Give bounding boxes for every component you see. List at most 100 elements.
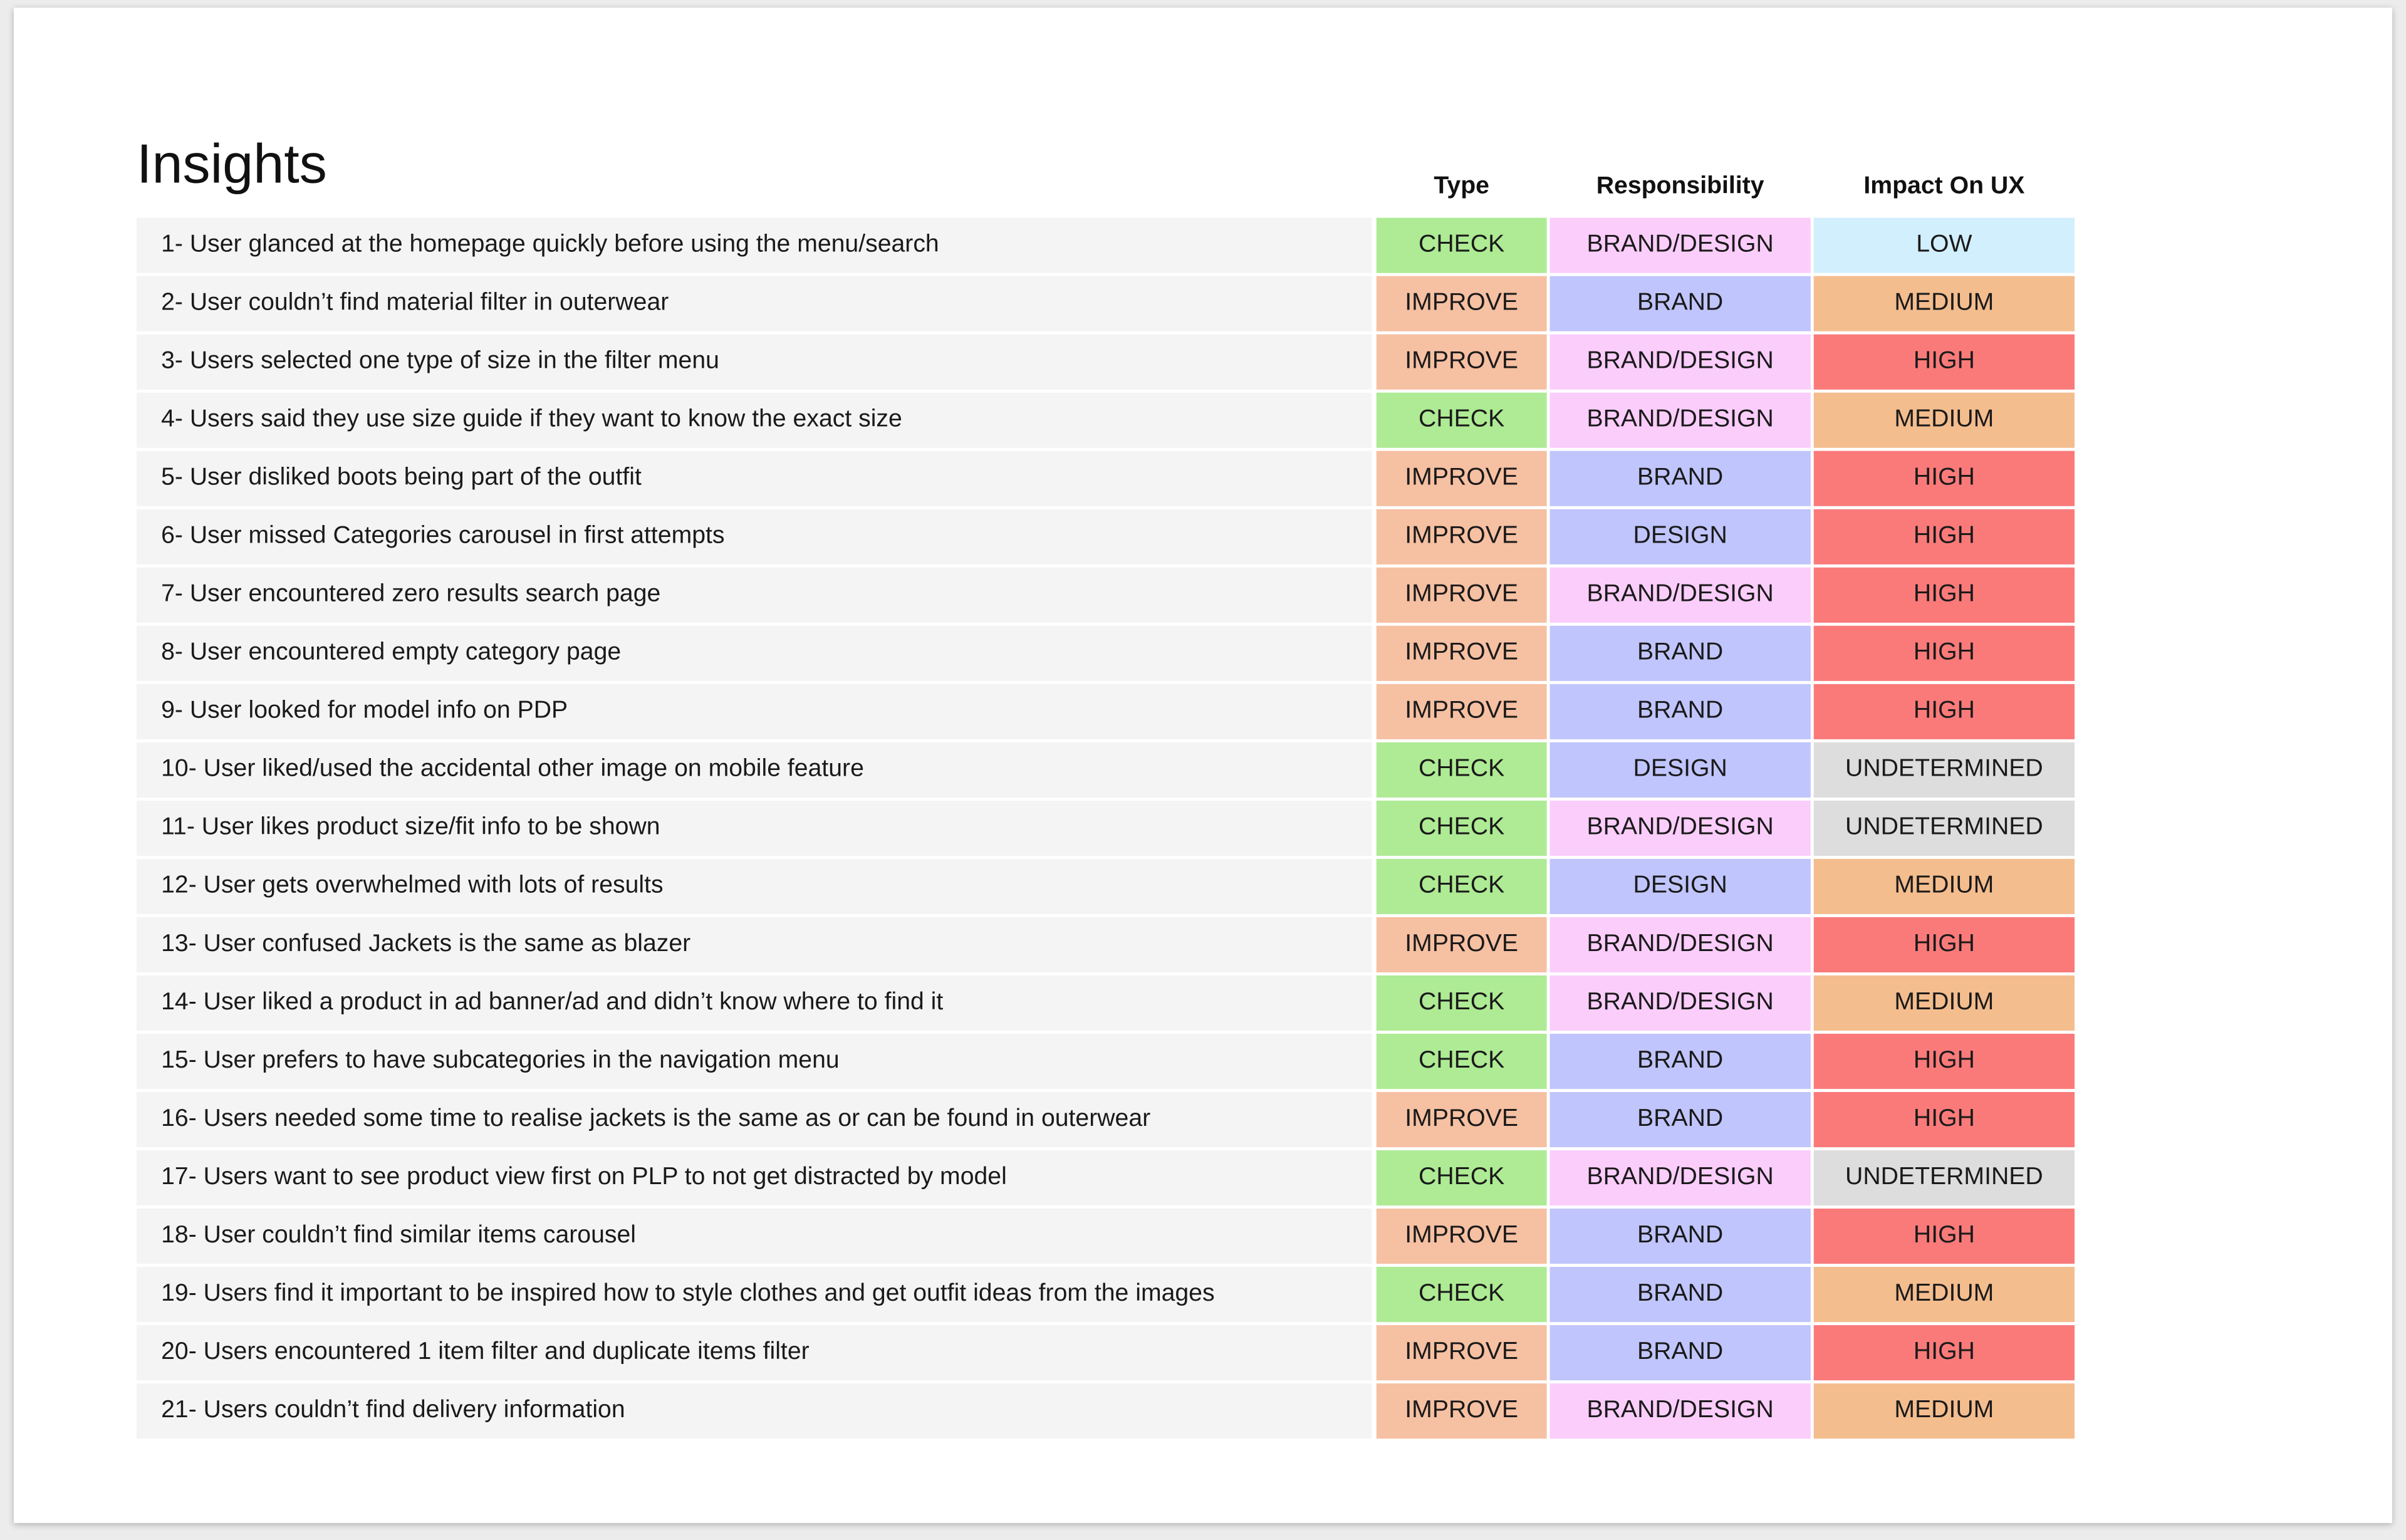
insight-label: 18- User couldn’t find similar items car…	[136, 1209, 1372, 1264]
impact-cell: MEDIUM	[1813, 858, 2075, 915]
type-cell: IMPROVE	[1376, 625, 1547, 681]
responsibility-cell: DESIGN	[1549, 858, 1811, 915]
column-header-responsibility: Responsibility	[1596, 173, 1764, 200]
type-cell: CHECK	[1376, 1033, 1547, 1090]
table-row: 9- User looked for model info on PDP IMPR…	[0, 684, 2406, 739]
table-row: 10- User liked/used the accidental other…	[0, 742, 2406, 798]
type-cell: IMPROVE	[1376, 567, 1547, 623]
impact-cell: HIGH	[1813, 509, 2075, 564]
responsibility-cell: DESIGN	[1549, 509, 1811, 564]
insight-label: 19- Users find it important to be inspir…	[136, 1267, 1372, 1323]
impact-cell: HIGH	[1813, 684, 2075, 739]
insight-label: 1- User glanced at the homepage quickly …	[136, 217, 1372, 273]
responsibility-cell: BRAND	[1549, 276, 1811, 331]
impact-cell: MEDIUM	[1813, 276, 2075, 331]
insight-label: 4- Users said they use size guide if the…	[136, 392, 1372, 448]
insight-label: 16- Users needed some time to realise ja…	[136, 1091, 1372, 1148]
table-row: 17- Users want to see product view first…	[0, 1150, 2406, 1206]
table-row: 18- User couldn’t find similar items car…	[0, 1209, 2406, 1264]
impact-cell: UNDETERMINED	[1813, 1150, 2075, 1206]
responsibility-cell: BRAND/DESIGN	[1549, 917, 1811, 973]
type-cell: CHECK	[1376, 217, 1547, 273]
insight-label: 12- User gets overwhelmed with lots of r…	[136, 858, 1372, 915]
table-row: 4- Users said they use size guide if the…	[0, 392, 2406, 448]
impact-cell: UNDETERMINED	[1813, 742, 2075, 798]
type-cell: CHECK	[1376, 858, 1547, 915]
insight-label: 8- User encountered empty category page	[136, 625, 1372, 681]
type-cell: IMPROVE	[1376, 276, 1547, 331]
responsibility-cell: BRAND	[1549, 625, 1811, 681]
insight-label: 20- Users encountered 1 item filter and …	[136, 1325, 1372, 1381]
table-row: 15- User prefers to have subcategories i…	[0, 1033, 2406, 1090]
responsibility-cell: BRAND/DESIGN	[1549, 1150, 1811, 1206]
impact-cell: MEDIUM	[1813, 1267, 2075, 1323]
type-cell: IMPROVE	[1376, 334, 1547, 390]
responsibility-cell: BRAND	[1549, 1267, 1811, 1323]
insight-label: 2- User couldn’t find material filter in…	[136, 276, 1372, 331]
table-row: 19- Users find it important to be inspir…	[0, 1267, 2406, 1323]
insight-label: 9- User looked for model info on PDP	[136, 684, 1372, 739]
table-row: 14- User liked a product in ad banner/ad…	[0, 975, 2406, 1031]
table-row: 5- User disliked boots being part of the…	[0, 450, 2406, 506]
responsibility-cell: BRAND	[1549, 450, 1811, 506]
impact-cell: MEDIUM	[1813, 1383, 2075, 1439]
table-row: 6- User missed Categories carousel in fi…	[0, 509, 2406, 564]
impact-cell: MEDIUM	[1813, 975, 2075, 1031]
insight-label: 17- Users want to see product view first…	[136, 1150, 1372, 1206]
insight-label: 11- User likes product size/fit info to …	[136, 800, 1372, 856]
insight-label: 10- User liked/used the accidental other…	[136, 742, 1372, 798]
insight-label: 5- User disliked boots being part of the…	[136, 450, 1372, 506]
table-row: 8- User encountered empty category page I…	[0, 625, 2406, 681]
type-cell: IMPROVE	[1376, 509, 1547, 564]
insight-label: 3- Users selected one type of size in th…	[136, 334, 1372, 390]
column-header-impact: Impact On UX	[1863, 173, 2025, 200]
table-row: 11- User likes product size/fit info to …	[0, 800, 2406, 856]
table-header: Type Responsibility Impact On UX	[0, 169, 2406, 206]
impact-cell: HIGH	[1813, 567, 2075, 623]
table-row: 20- Users encountered 1 item filter and …	[0, 1325, 2406, 1381]
insight-label: 21- Users couldn’t find delivery informa…	[136, 1383, 1372, 1439]
impact-cell: HIGH	[1813, 334, 2075, 390]
insight-label: 14- User liked a product in ad banner/ad…	[136, 975, 1372, 1031]
table-row: 12- User gets overwhelmed with lots of r…	[0, 858, 2406, 915]
table-row: 7- User encountered zero results search …	[0, 567, 2406, 623]
impact-cell: HIGH	[1813, 1091, 2075, 1148]
responsibility-cell: BRAND/DESIGN	[1549, 800, 1811, 856]
impact-cell: HIGH	[1813, 450, 2075, 506]
table-row: 13- User confused Jackets is the same as…	[0, 917, 2406, 973]
type-cell: CHECK	[1376, 392, 1547, 448]
type-cell: IMPROVE	[1376, 1383, 1547, 1439]
type-cell: CHECK	[1376, 975, 1547, 1031]
table-row: 3- Users selected one type of size in th…	[0, 334, 2406, 390]
responsibility-cell: DESIGN	[1549, 742, 1811, 798]
table-row: 2- User couldn’t find material filter in…	[0, 276, 2406, 331]
type-cell: IMPROVE	[1376, 1209, 1547, 1264]
insight-label: 13- User confused Jackets is the same as…	[136, 917, 1372, 973]
table-row: 16- Users needed some time to realise ja…	[0, 1091, 2406, 1148]
impact-cell: HIGH	[1813, 625, 2075, 681]
table-row: 1- User glanced at the homepage quickly …	[0, 217, 2406, 273]
insight-label: 6- User missed Categories carousel in fi…	[136, 509, 1372, 564]
type-cell: IMPROVE	[1376, 1325, 1547, 1381]
type-cell: IMPROVE	[1376, 450, 1547, 506]
type-cell: IMPROVE	[1376, 1091, 1547, 1148]
responsibility-cell: BRAND/DESIGN	[1549, 334, 1811, 390]
impact-cell: HIGH	[1813, 1325, 2075, 1381]
type-cell: CHECK	[1376, 1267, 1547, 1323]
responsibility-cell: BRAND	[1549, 684, 1811, 739]
impact-cell: MEDIUM	[1813, 392, 2075, 448]
page-title: Insights	[136, 132, 327, 195]
impact-cell: HIGH	[1813, 917, 2075, 973]
responsibility-cell: BRAND/DESIGN	[1549, 975, 1811, 1031]
responsibility-cell: BRAND/DESIGN	[1549, 392, 1811, 448]
responsibility-cell: BRAND	[1549, 1033, 1811, 1090]
insight-label: 15- User prefers to have subcategories i…	[136, 1033, 1372, 1090]
impact-cell: HIGH	[1813, 1033, 2075, 1090]
responsibility-cell: BRAND	[1549, 1209, 1811, 1264]
insight-label: 7- User encountered zero results search …	[136, 567, 1372, 623]
column-header-type: Type	[1434, 173, 1489, 200]
type-cell: CHECK	[1376, 742, 1547, 798]
type-cell: IMPROVE	[1376, 684, 1547, 739]
responsibility-cell: BRAND/DESIGN	[1549, 1383, 1811, 1439]
type-cell: CHECK	[1376, 1150, 1547, 1206]
